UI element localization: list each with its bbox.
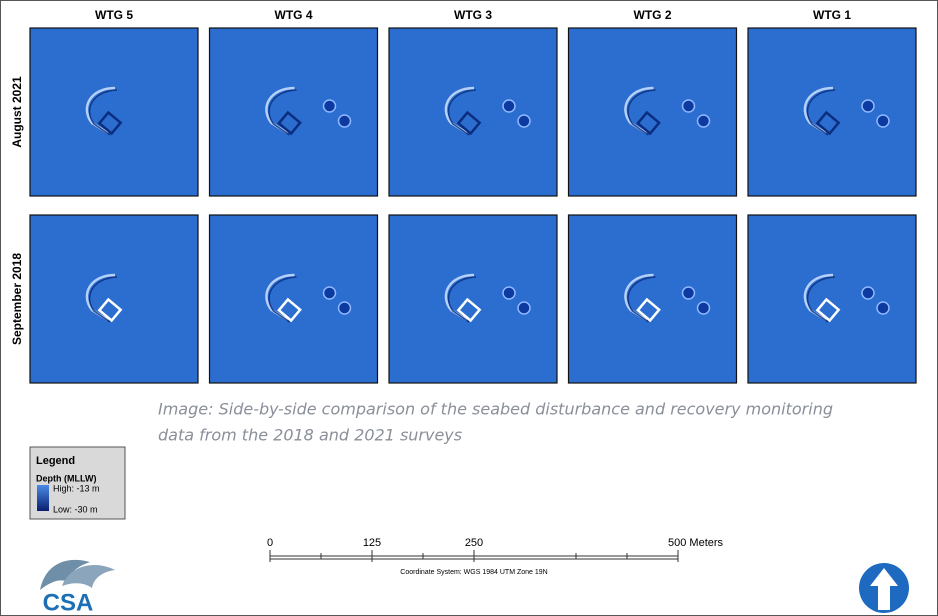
scour-pit xyxy=(698,302,710,314)
column-header: WTG 1 xyxy=(813,8,851,22)
legend-low: Low: -30 m xyxy=(53,504,98,514)
caption-line: Image: Side-by-side comparison of the se… xyxy=(158,400,833,419)
legend-title: Legend xyxy=(36,455,75,467)
column-header: WTG 4 xyxy=(275,8,313,22)
scour-pit xyxy=(698,115,710,127)
scour-pit xyxy=(683,287,695,299)
legend-high: High: -13 m xyxy=(53,483,100,493)
panel-texture xyxy=(748,28,916,196)
bathymetry-panel xyxy=(30,28,198,196)
column-header: WTG 5 xyxy=(95,8,133,22)
scale-label: 500 Meters xyxy=(668,537,724,549)
row-label: September 2018 xyxy=(10,253,24,345)
scour-pit xyxy=(877,115,889,127)
scale-label: 0 xyxy=(267,537,273,549)
row-label: August 2021 xyxy=(10,76,24,148)
map-figure: WTG 5 WTG 4 WTG 3 WTG 2 WTG 1 August 2021 Sept… xyxy=(0,0,938,616)
scour-pit xyxy=(324,100,336,112)
scour-pit xyxy=(518,302,530,314)
legend: Legend Depth (MLLW) High: -13 m Low: -30… xyxy=(30,447,125,519)
bathymetry-panel xyxy=(748,215,916,383)
column-header: WTG 3 xyxy=(454,8,492,22)
panel-texture xyxy=(30,215,198,383)
legend-ramp xyxy=(37,485,49,511)
scour-pit xyxy=(877,302,889,314)
scour-pit xyxy=(683,100,695,112)
legend-subtitle: Depth (MLLW) xyxy=(36,473,96,483)
scour-pit xyxy=(503,287,515,299)
panel-texture xyxy=(569,28,737,196)
north-arrow xyxy=(859,563,909,613)
scale-label: 125 xyxy=(363,537,381,549)
scour-pit xyxy=(518,115,530,127)
panel-texture xyxy=(748,215,916,383)
bathymetry-panel xyxy=(210,28,378,196)
bathymetry-panel xyxy=(569,28,737,196)
bathymetry-panel xyxy=(389,215,557,383)
column-header: WTG 2 xyxy=(634,8,672,22)
scour-pit xyxy=(339,115,351,127)
bathymetry-panel xyxy=(569,215,737,383)
scale-label: 250 xyxy=(465,537,483,549)
logo-text: CSA xyxy=(43,589,94,616)
panel-texture xyxy=(30,28,198,196)
panel-texture xyxy=(569,215,737,383)
coordinate-system: Coordinate System: WGS 1984 UTM Zone 19N xyxy=(400,569,547,576)
scour-pit xyxy=(862,287,874,299)
bathymetry-panel xyxy=(748,28,916,196)
scour-pit xyxy=(862,100,874,112)
panel-texture xyxy=(389,28,557,196)
scour-pit xyxy=(324,287,336,299)
bathymetry-panel xyxy=(389,28,557,196)
caption-line: data from the 2018 and 2021 surveys xyxy=(158,426,462,445)
scour-pit xyxy=(503,100,515,112)
panel-texture xyxy=(389,215,557,383)
panel-texture xyxy=(210,215,378,383)
bathymetry-panel xyxy=(30,215,198,383)
panel-texture xyxy=(210,28,378,196)
scour-pit xyxy=(339,302,351,314)
bathymetry-panel xyxy=(210,215,378,383)
